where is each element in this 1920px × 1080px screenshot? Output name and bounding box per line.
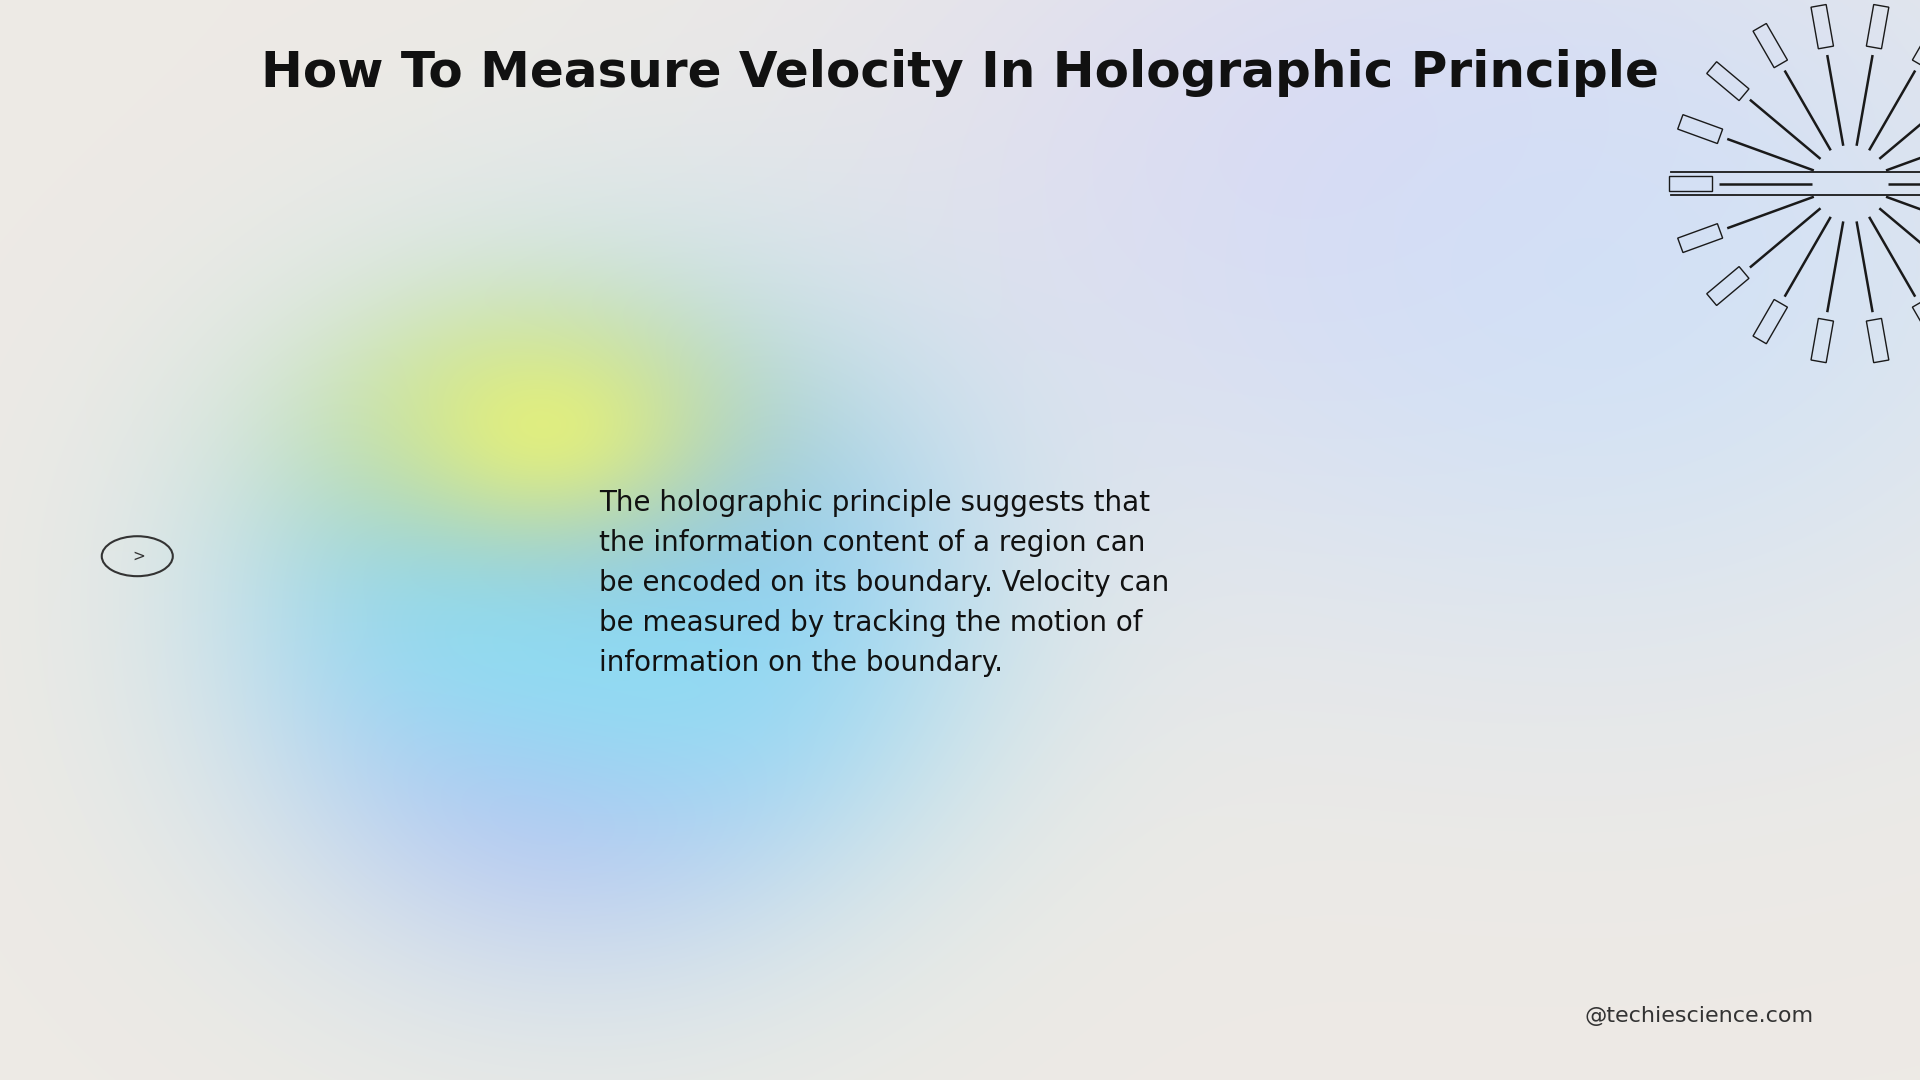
- Text: @techiescience.com: @techiescience.com: [1584, 1005, 1814, 1026]
- Text: The holographic principle suggests that
the information content of a region can
: The holographic principle suggests that …: [599, 489, 1169, 677]
- Text: How To Measure Velocity In Holographic Principle: How To Measure Velocity In Holographic P…: [261, 49, 1659, 96]
- Text: >: >: [132, 549, 146, 564]
